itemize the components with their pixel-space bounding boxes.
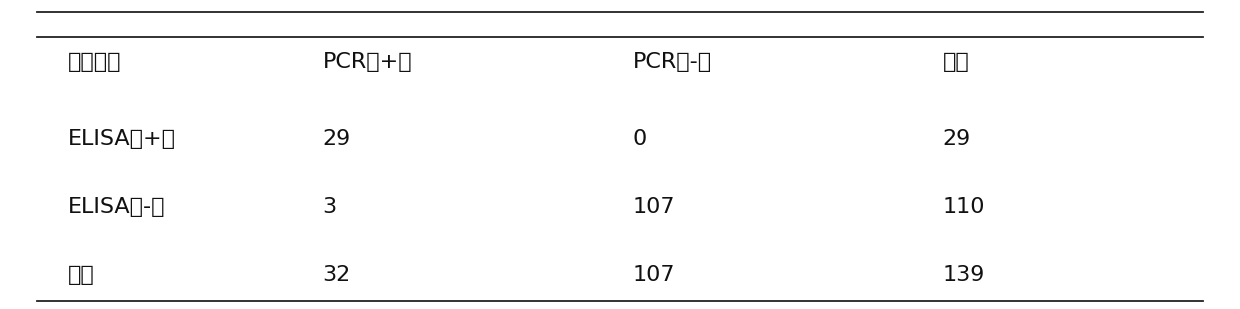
Text: 3: 3 [322, 197, 336, 217]
Text: 合计: 合计 [942, 52, 970, 72]
Text: ELISA（+）: ELISA（+） [68, 129, 176, 149]
Text: 107: 107 [632, 265, 675, 285]
Text: 检测方法: 检测方法 [68, 52, 122, 72]
Text: 107: 107 [632, 197, 675, 217]
Text: 合计: 合计 [68, 265, 95, 285]
Text: PCR（-）: PCR（-） [632, 52, 712, 72]
Text: 0: 0 [632, 129, 646, 149]
Text: 139: 139 [942, 265, 985, 285]
Text: 29: 29 [322, 129, 351, 149]
Text: ELISA（-）: ELISA（-） [68, 197, 166, 217]
Text: 110: 110 [942, 197, 985, 217]
Text: PCR（+）: PCR（+） [322, 52, 412, 72]
Text: 29: 29 [942, 129, 971, 149]
Text: 32: 32 [322, 265, 351, 285]
